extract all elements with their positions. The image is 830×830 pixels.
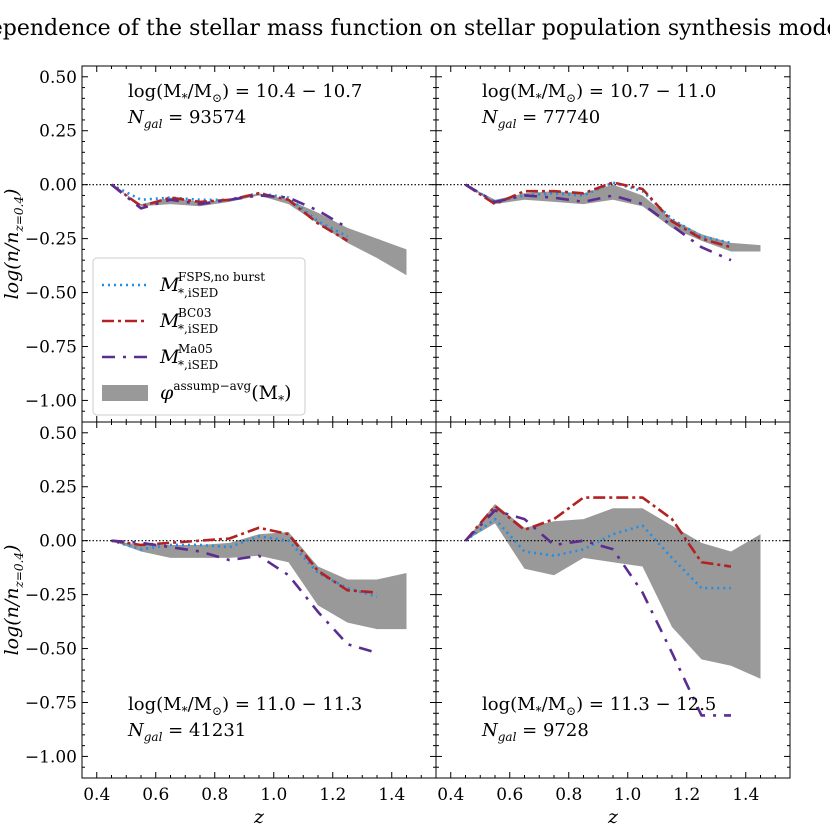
legend-box (92, 257, 306, 416)
y-tick-label: 0.50 (39, 424, 77, 444)
panel-bottom-left: 0.50 0.25 0.00 −0.25 −0.50 −0.75 −1.00 0.4 0.6 0.… (25, 421, 437, 805)
legend-label: MMa05 *,iSED (159, 342, 218, 372)
x-tick-label: 1.0 (614, 785, 641, 805)
legend-entry-band: φassump−avg(M*) (102, 379, 292, 407)
series-line-fsps (111, 535, 378, 599)
y-tick-label: −0.75 (25, 693, 77, 713)
series-line-fsps (464, 517, 731, 590)
x-tick-label: 0.6 (142, 785, 169, 805)
series-line-ma05 (464, 183, 732, 262)
legend: MFSPS,no burst *,iSED MBC03 *,iSED MMa05 *,iS… (92, 257, 306, 416)
y-tick-label: −0.50 (25, 640, 77, 660)
y-tick-label: 0.25 (39, 478, 77, 498)
panel-bottom-right: 0.4 0.6 0.8 1.0 1.2 1.4 log(M*/M⊙) = 11.3 − 12… (435, 421, 791, 805)
x-tick-label: 1.0 (260, 785, 287, 805)
series-line-ma05 (110, 183, 349, 229)
x-axis-label: z (253, 806, 265, 828)
series-line-bc03 (464, 496, 732, 568)
mass-range-label: log(M*/M⊙) = 11.3 − 12.5 (482, 694, 716, 718)
x-tick-label: 0.8 (201, 785, 228, 805)
legend-entry-ma05: MMa05 *,iSED (102, 342, 218, 372)
band-area (465, 184, 761, 252)
y-tick-label: −0.75 (25, 337, 77, 357)
panel-top-left: 0.50 0.25 0.00 −0.25 −0.50 −0.75 −1.00 log(M*/M… (25, 65, 437, 423)
y-tick-label: 0.50 (39, 68, 77, 88)
y-axis-labels: log(n/nz=0.4) log(n/nz=0.4) (1, 189, 26, 656)
x-tick-label: 1.2 (319, 785, 346, 805)
x-tick-label: 1.4 (378, 785, 405, 805)
legend-entry-bc03: MBC03 *,iSED (102, 306, 218, 336)
panels: 0.50 0.25 0.00 −0.25 −0.50 −0.75 −1.00 log(M*/M… (25, 65, 791, 805)
band-area (111, 184, 407, 276)
chart-title: Dependence of the stellar mass function … (0, 16, 830, 41)
band-area (111, 532, 407, 630)
y-tick-label: −0.25 (25, 586, 77, 606)
x-tick-label: 1.2 (673, 785, 700, 805)
mass-range-label: log(M*/M⊙) = 10.7 − 11.0 (482, 81, 716, 105)
legend-label: φassump−avg(M*) (160, 379, 292, 407)
y-tick-label: −0.50 (25, 284, 77, 304)
y-tick-label: −0.25 (25, 230, 77, 250)
mass-range-label: log(M*/M⊙) = 10.4 − 10.7 (128, 81, 362, 105)
galaxy-count-label: Ngal = 9728 (481, 720, 589, 744)
band-area (465, 503, 761, 679)
y-tick-label: −1.00 (25, 391, 77, 411)
series-line-ma05 (111, 539, 378, 655)
y-tick-label: 0.00 (39, 176, 77, 196)
y-axis-label: log(n/nz=0.4) (1, 189, 26, 300)
galaxy-count-label: Ngal = 93574 (127, 107, 246, 131)
series-line-ma05 (464, 509, 731, 717)
legend-label: MFSPS,no burst *,iSED (159, 270, 265, 300)
x-tick-label: 0.4 (437, 785, 464, 805)
x-tick-label: 0.6 (496, 785, 523, 805)
y-tick-label: 0.00 (39, 532, 77, 552)
legend-entry-fsps: MFSPS,no burst *,iSED (102, 270, 265, 300)
x-tick-label: 0.4 (83, 785, 110, 805)
y-tick-label: 0.25 (39, 122, 77, 142)
mass-range-label: log(M*/M⊙) = 11.0 − 11.3 (128, 694, 362, 718)
x-axis-label: z (607, 806, 619, 828)
legend-label: MBC03 *,iSED (159, 306, 218, 336)
galaxy-count-label: Ngal = 77740 (481, 107, 600, 131)
y-tick-label: −1.00 (25, 747, 77, 767)
series-line-bc03 (464, 181, 732, 249)
y-axis-label: log(n/nz=0.4) (1, 545, 26, 656)
x-tick-label: 1.4 (732, 785, 759, 805)
x-tick-label: 0.8 (555, 785, 582, 805)
galaxy-count-label: Ngal = 41231 (127, 720, 246, 744)
legend-swatch (102, 385, 148, 401)
